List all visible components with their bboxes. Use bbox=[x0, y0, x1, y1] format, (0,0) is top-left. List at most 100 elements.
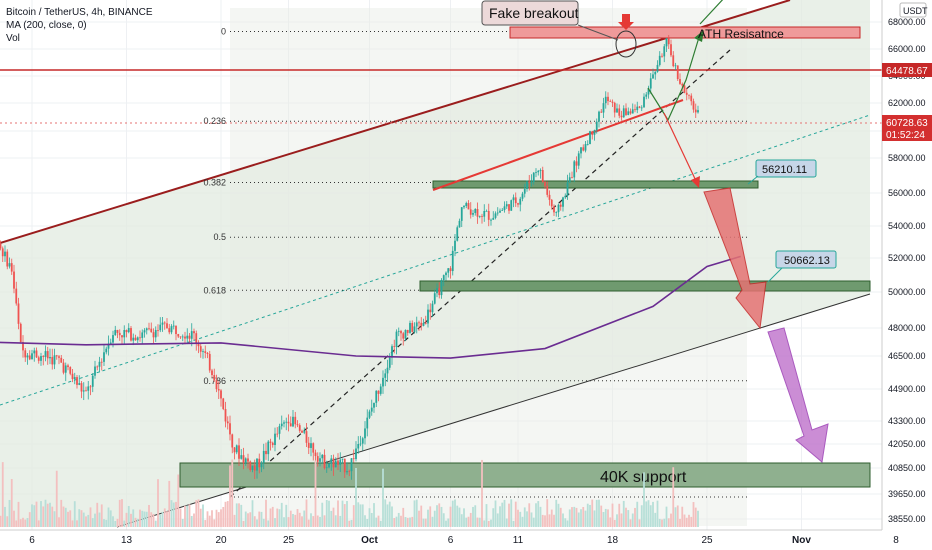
bull-arrowhead bbox=[694, 30, 704, 42]
price-axis-bg bbox=[882, 0, 932, 550]
target-56210-pointer bbox=[747, 175, 759, 185]
time-tick-label: 11 bbox=[513, 535, 524, 546]
candle-body bbox=[391, 346, 393, 358]
candle-body bbox=[469, 209, 472, 215]
candle-body bbox=[289, 423, 292, 427]
volume-bar bbox=[222, 506, 225, 527]
volume-bar bbox=[145, 511, 148, 527]
candle-body bbox=[179, 336, 182, 338]
time-tick-label: 25 bbox=[283, 535, 295, 546]
fake-breakout-label: Fake breakout bbox=[489, 5, 579, 21]
candle-body bbox=[217, 389, 220, 391]
volume-bar bbox=[355, 467, 357, 527]
bear-arrowhead-1 bbox=[691, 176, 700, 188]
candle-body bbox=[571, 177, 573, 179]
volume-bar bbox=[15, 520, 18, 527]
candle-body bbox=[654, 71, 657, 75]
volume-bar bbox=[379, 520, 382, 527]
volume-bar bbox=[251, 500, 254, 527]
candle-body bbox=[148, 328, 150, 330]
candle-body bbox=[539, 170, 542, 171]
volume-bar bbox=[114, 520, 117, 527]
volume-bar bbox=[445, 520, 447, 527]
ma200-line bbox=[0, 255, 741, 359]
volume-bar bbox=[24, 519, 27, 527]
volume-bar bbox=[235, 503, 238, 527]
volume-bar bbox=[523, 507, 526, 527]
volume-bar bbox=[240, 504, 243, 527]
volume-bar bbox=[213, 519, 216, 527]
candle-body bbox=[485, 210, 488, 212]
price-tick-label: 44900.00 bbox=[888, 384, 926, 394]
volume-bar bbox=[238, 503, 240, 527]
candle-body bbox=[357, 444, 360, 449]
candle-body bbox=[226, 421, 229, 424]
volume-bar bbox=[368, 508, 371, 527]
volume-bar bbox=[294, 514, 297, 527]
volume-bar bbox=[285, 504, 288, 527]
volume-bar bbox=[508, 503, 510, 527]
candle-body bbox=[643, 96, 645, 108]
volume-bar bbox=[609, 517, 612, 527]
candle-body bbox=[73, 377, 76, 380]
volume-bar bbox=[172, 502, 175, 527]
volume-bar bbox=[559, 507, 562, 527]
candle-body bbox=[688, 94, 690, 96]
volume-bar bbox=[276, 508, 279, 527]
candle-body bbox=[490, 219, 492, 221]
volume-bar bbox=[91, 518, 94, 527]
volume-bar bbox=[130, 513, 132, 527]
candle-body bbox=[1, 248, 4, 257]
volume-bar bbox=[499, 506, 501, 527]
candle-body bbox=[348, 471, 351, 472]
volume-bar bbox=[125, 512, 128, 527]
candle-body bbox=[384, 373, 387, 378]
candle-body bbox=[240, 455, 243, 459]
candle-body bbox=[366, 417, 369, 429]
bear-arrow-3 bbox=[767, 327, 829, 463]
candle-body bbox=[625, 108, 627, 115]
breakout-circle bbox=[615, 30, 637, 58]
candle-body bbox=[460, 207, 463, 221]
volume-bar bbox=[440, 506, 443, 527]
volume-bar bbox=[346, 501, 348, 527]
candle-body bbox=[94, 366, 96, 376]
volume-bar bbox=[233, 514, 236, 527]
volume-bar bbox=[670, 513, 672, 527]
candle-body bbox=[359, 443, 362, 445]
volume-bar bbox=[476, 517, 479, 527]
volume-bar bbox=[465, 517, 468, 527]
breakdown-trendline bbox=[432, 99, 684, 191]
candle-body bbox=[541, 170, 544, 182]
volume-bar bbox=[141, 510, 144, 527]
volume-bar bbox=[10, 479, 13, 527]
volume-bar bbox=[231, 459, 234, 527]
volume-bar bbox=[404, 517, 407, 527]
volume-bar bbox=[616, 514, 618, 527]
volume-bar bbox=[89, 507, 92, 527]
candle-body bbox=[114, 329, 117, 336]
candle-body bbox=[22, 342, 24, 351]
candle-body bbox=[292, 416, 294, 427]
candle-body bbox=[139, 337, 141, 339]
volume-bar bbox=[116, 518, 119, 527]
candle-body bbox=[80, 383, 83, 392]
volume-bar bbox=[253, 516, 256, 527]
volume-bar bbox=[51, 506, 54, 527]
target-50662-label: 50662.13 bbox=[784, 255, 830, 267]
volume-bar bbox=[658, 518, 661, 527]
price-tick-label: 48000.00 bbox=[888, 323, 926, 333]
volume-bar bbox=[60, 499, 63, 527]
candle-body bbox=[386, 367, 389, 374]
candle-body bbox=[186, 335, 189, 339]
price-tick-label: 46500.00 bbox=[888, 351, 926, 361]
candle-body bbox=[447, 268, 450, 273]
candle-body bbox=[271, 442, 274, 446]
volume-bar bbox=[76, 520, 78, 527]
candle-body bbox=[220, 390, 222, 399]
candle-body bbox=[215, 380, 218, 390]
volume-bar bbox=[49, 502, 51, 527]
volume-bar bbox=[109, 510, 112, 527]
candle-body bbox=[379, 386, 382, 394]
candle-body bbox=[64, 365, 67, 373]
